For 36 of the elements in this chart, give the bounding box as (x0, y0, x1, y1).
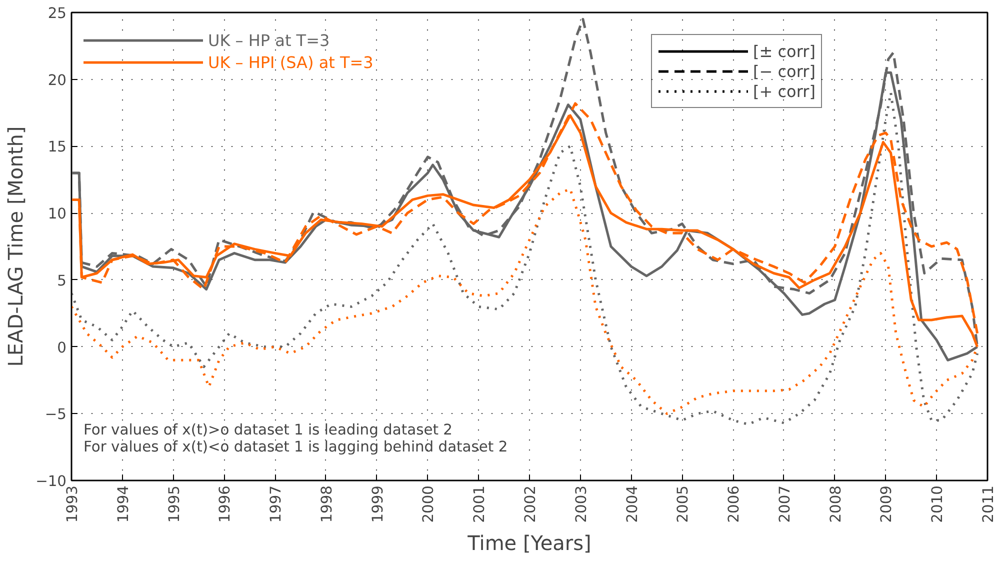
annotation: For values of x(t)<o dataset 1 is lagging behind dataset 2 (84, 438, 508, 456)
y-tick-label: −5 (44, 406, 67, 424)
x-tick-label: 1996 (216, 485, 234, 523)
x-tick-label: 2006 (726, 485, 743, 523)
x-tick-label: 1995 (166, 485, 183, 523)
x-tick-label: 2001 (471, 485, 488, 523)
x-tick-label: 2002 (522, 485, 539, 523)
annotation: For values of x(t)>o dataset 1 is leading dataset 2 (84, 422, 452, 438)
x-tick-label: 2007 (776, 485, 794, 523)
y-tick-label: −10 (36, 473, 67, 490)
y-tick-label: 25 (48, 5, 67, 22)
y-tick-label: 15 (48, 138, 67, 156)
x-tick-label: 1998 (318, 485, 336, 523)
annotation: [+ corr] (753, 82, 816, 100)
x-tick-label: 1997 (268, 485, 285, 523)
x-tick-label: 1994 (114, 485, 132, 523)
y-tick-label: 10 (48, 206, 67, 223)
x-tick-label: 1999 (369, 485, 386, 523)
x-tick-label: 2005 (674, 485, 692, 523)
y-axis-title: LEAD-LAG Time [Month] (4, 126, 28, 367)
annotation: [± corr] (753, 42, 816, 60)
x-tick-label: 2009 (878, 485, 896, 523)
x-tick-label: 2008 (827, 485, 844, 523)
text: UK – HPI (SA) at T=3 (208, 52, 374, 72)
x-tick-label: 2004 (624, 485, 641, 523)
x-tick-label: 2011 (980, 485, 997, 523)
y-tick-label: 0 (57, 339, 67, 356)
y-tick-label: 20 (48, 72, 67, 89)
text: UK – HP at T=3 (208, 30, 330, 50)
annotation: [− corr] (753, 62, 816, 80)
x-tick-label: 1993 (64, 485, 81, 523)
x-axis-title: Time [Years] (466, 530, 592, 555)
x-tick-label: 2003 (572, 485, 590, 523)
x-tick-label: 2010 (929, 485, 946, 523)
x-tick-label: 2000 (420, 485, 438, 523)
y-tick-label: 5 (57, 272, 67, 290)
